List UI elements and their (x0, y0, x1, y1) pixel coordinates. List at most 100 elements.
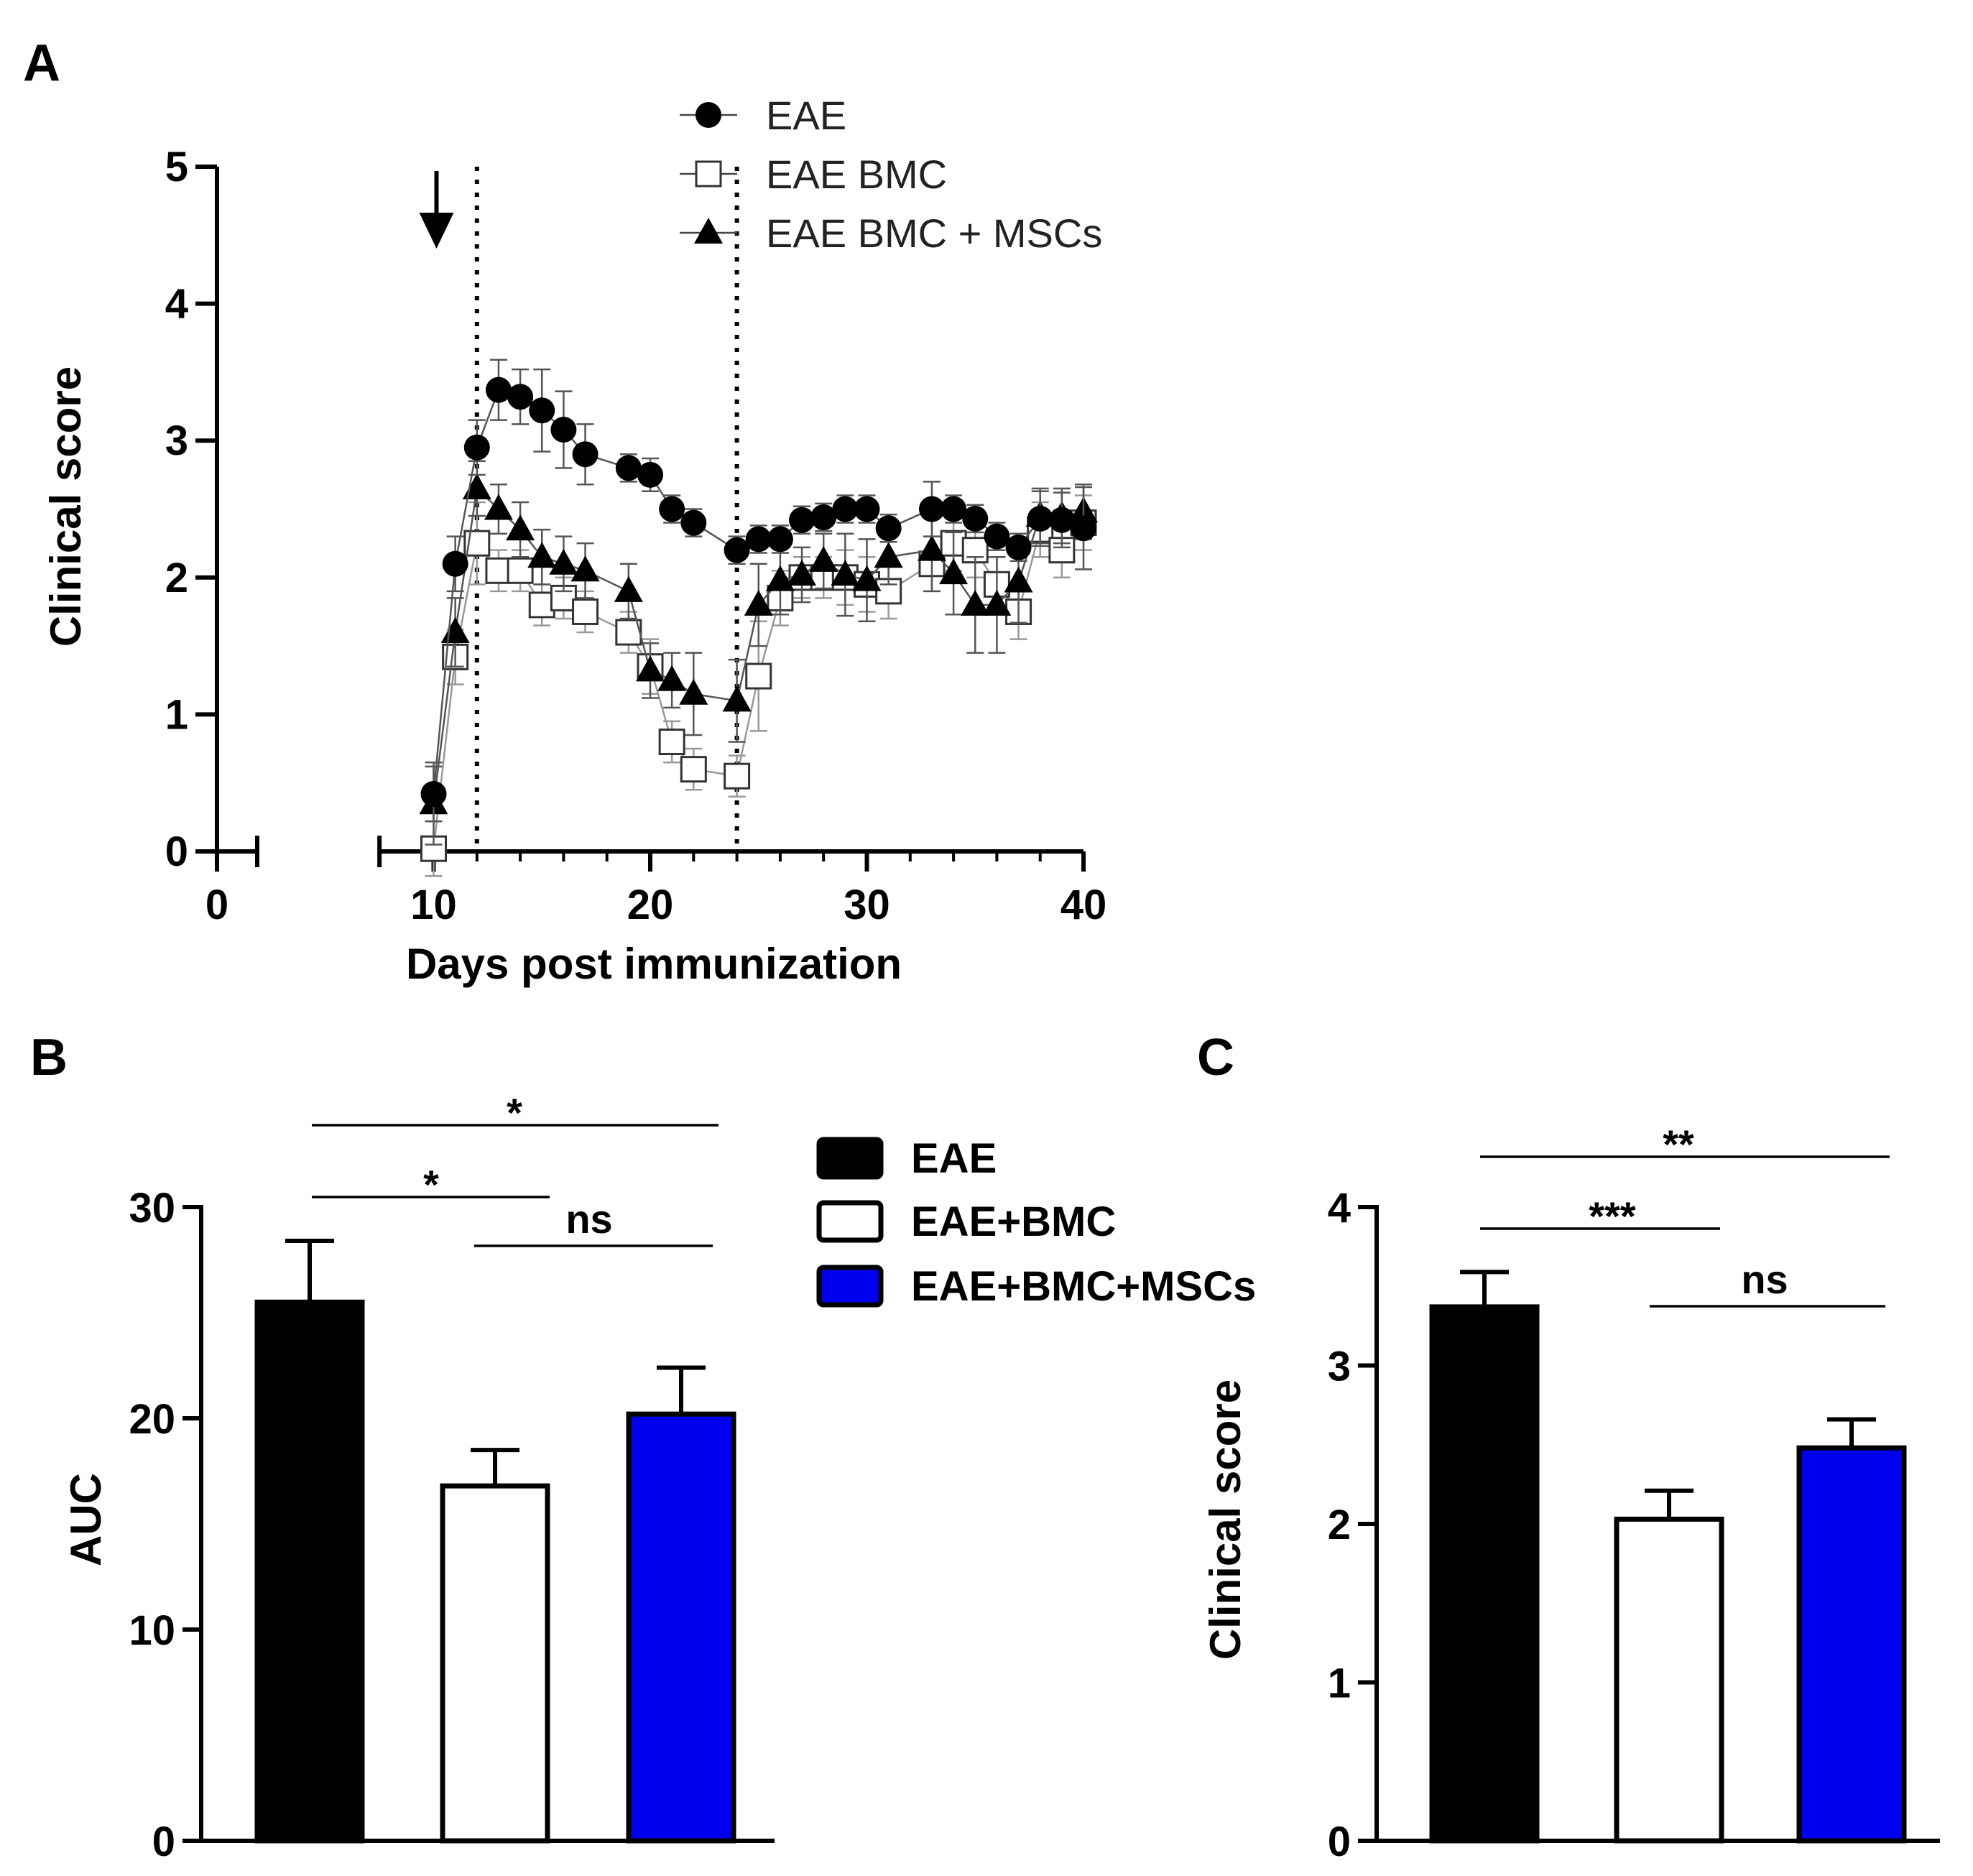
a-data-point (745, 526, 772, 553)
c-significance-label: ** (1663, 1122, 1694, 1167)
a-data-point (657, 665, 687, 691)
a-data-point (724, 762, 751, 790)
a-data-point (767, 526, 793, 553)
a-series-group (419, 359, 1098, 877)
a-data-point (442, 550, 468, 577)
a-data-point (550, 416, 577, 443)
a-data-point (918, 496, 945, 522)
a-legend-label: EAE BMC (766, 152, 947, 197)
a-data-point (637, 461, 663, 488)
panel-a-label: A (23, 34, 60, 92)
b-significance: * * ns (312, 1090, 718, 1247)
a-y-tick-label: 3 (165, 417, 188, 464)
b-significance-label: ns (565, 1196, 612, 1242)
c-y-tick-label: 0 (1328, 1819, 1351, 1865)
a-data-point (462, 473, 491, 499)
panel-c-label: C (1197, 1029, 1234, 1086)
a-data-point (570, 555, 600, 582)
a-axes: 0 1 2 3 4 5 0 10 20 30 40 (165, 144, 1107, 928)
a-data-point (485, 376, 512, 403)
b-legend-label: EAE (911, 1135, 997, 1182)
a-series-line (433, 522, 1084, 849)
a-data-point (529, 397, 555, 424)
b-legend-swatch (816, 1137, 884, 1180)
a-arrow-head (419, 213, 454, 249)
a-data-point (507, 384, 534, 410)
a-data-point (572, 441, 599, 468)
panel-b: B 0 10 20 30 * * ns AUC EAE EAE+BMC EAE+BMC+MSC… (30, 1029, 1256, 1865)
a-data-point (679, 678, 708, 705)
a-data-point (485, 557, 512, 584)
a-data-point (614, 576, 643, 602)
c-significance-label: ns (1741, 1257, 1788, 1302)
a-data-point (463, 434, 490, 461)
b-significance-label: * (507, 1090, 522, 1135)
a-data-point (636, 655, 665, 682)
a-data-point (722, 685, 752, 712)
a-y-tick-label: 5 (165, 144, 188, 190)
a-data-point (1004, 566, 1033, 593)
a-data-point (810, 504, 837, 530)
a-data-point (982, 589, 1012, 616)
a-data-point (875, 515, 902, 542)
a-y-tick-label: 2 (165, 555, 188, 601)
a-data-point (984, 523, 1010, 550)
a-series-0 (420, 359, 1096, 823)
b-bar-eae-bmc (440, 1483, 550, 1844)
a-data-point (484, 494, 513, 520)
b-bar-eae-bmc-mscs (626, 1411, 736, 1844)
a-data-point (420, 780, 447, 807)
a-legend: EAE EAE BMC EAE BMC + MSCs (680, 93, 1102, 256)
b-y-tick-label: 30 (129, 1185, 175, 1232)
c-y-tick-label: 3 (1328, 1344, 1351, 1390)
a-data-point (680, 756, 707, 783)
a-data-point (1005, 534, 1032, 560)
a-x-tick-label: 20 (627, 882, 674, 928)
c-y-axis-label: Clinical score (1201, 1380, 1249, 1660)
c-y-tick-label: 1 (1328, 1660, 1351, 1707)
a-data-point (1071, 515, 1096, 542)
a-data-point (874, 542, 903, 568)
a-arrow-icon (419, 171, 454, 249)
a-y-axis-label: Clinical score (42, 366, 90, 647)
a-x-tick-label: 10 (410, 882, 457, 928)
a-y-tick-label: 4 (165, 281, 188, 328)
a-x-tick-label: 40 (1061, 882, 1107, 928)
b-legend-label: EAE+BMC+MSCs (911, 1263, 1256, 1310)
a-data-point (527, 542, 557, 568)
b-legend: EAE EAE+BMC EAE+BMC+MSCs (816, 1135, 1256, 1310)
b-y-tick-label: 20 (129, 1396, 175, 1443)
a-data-point (1048, 507, 1075, 533)
b-bar-eae (254, 1299, 365, 1844)
a-data-point (941, 496, 967, 522)
a-data-point (789, 507, 815, 533)
a-x-axis-label: Days post immunization (406, 940, 902, 988)
a-data-point (765, 565, 795, 591)
a-legend-label: EAE (766, 93, 846, 138)
a-data-point (787, 559, 817, 586)
a-data-point (507, 557, 534, 584)
b-legend-swatch (816, 1265, 884, 1308)
b-y-axis-label: AUC (62, 1473, 110, 1566)
c-bars (1429, 1270, 1907, 1844)
a-data-point (659, 496, 685, 522)
b-legend-swatch (816, 1200, 884, 1243)
a-y-tick-label: 0 (165, 828, 188, 875)
b-legend-label: EAE+BMC (911, 1198, 1116, 1245)
c-y-tick-label: 2 (1328, 1502, 1351, 1548)
a-x-tick-label: 30 (844, 882, 890, 928)
a-data-point (506, 514, 535, 541)
a-data-point (939, 558, 969, 585)
a-data-point (745, 662, 772, 690)
a-legend-marker (696, 102, 721, 128)
a-legend-marker (694, 218, 723, 244)
a-legend-marker (695, 160, 722, 188)
a-data-point (852, 565, 882, 591)
a-data-point (744, 589, 773, 616)
a-data-point (809, 545, 838, 572)
a-data-point (832, 496, 859, 522)
b-significance-label: * (423, 1162, 439, 1207)
c-significance: *****ns (1480, 1122, 1890, 1308)
